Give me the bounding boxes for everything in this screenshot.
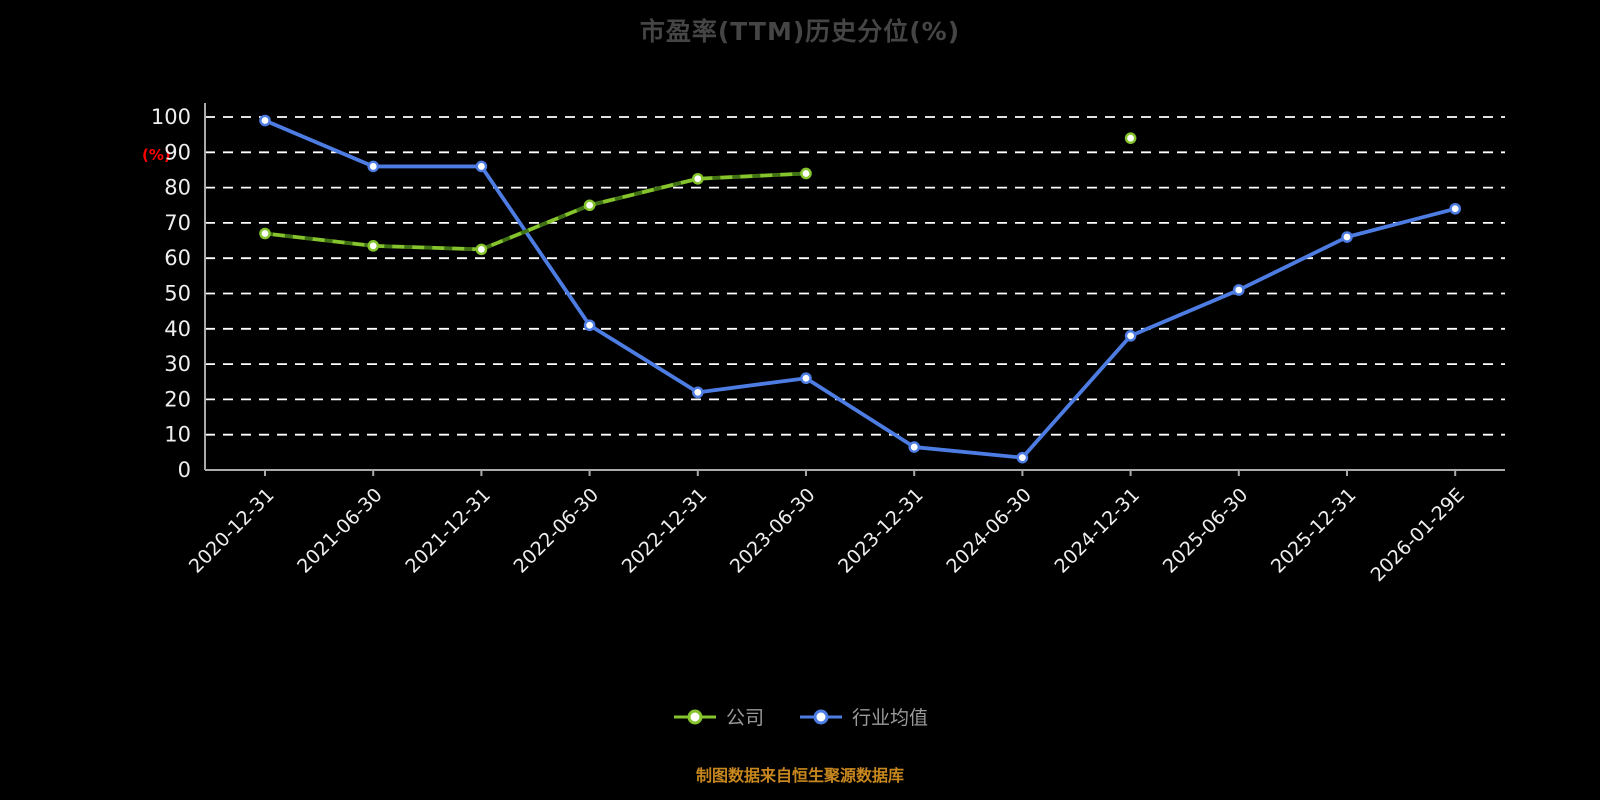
y-tick-label: 10 [164,423,191,447]
x-tick-label: 2022-12-31 [618,484,712,578]
data-point-行业均值[interactable] [475,160,488,173]
x-tick-label: 2024-12-31 [1050,484,1144,578]
x-tick-label: 2021-06-30 [293,484,387,578]
x-tick-label: 2026-01-29E [1367,484,1469,586]
data-point-行业均值[interactable] [908,441,921,453]
y-tick-label: 90 [164,140,191,164]
y-tick-label: 50 [164,282,191,306]
line-chart: 0 10 20 30 40 50 60 70 80 90 100 2020-12-31 2021-06-… [151,103,1505,586]
y-tick-label: 100 [151,105,191,129]
data-point-行业均值[interactable] [692,386,704,399]
y-tick-label: 40 [164,317,191,341]
data-point-行业均值[interactable] [1233,284,1245,296]
company-series-marker-icon [673,709,716,724]
series-line-公司 [263,171,808,252]
data-point-公司[interactable] [259,227,271,240]
y-axis-unit-label: (%) [142,146,171,164]
series-line-行业均值 [263,118,1458,460]
legend: 公司 行业均值 [0,703,1600,730]
y-tick-label: 20 [164,387,191,411]
y-tick-label: 70 [164,211,191,235]
x-tick-label: 2021-12-31 [401,484,495,578]
series-line-dash-overlay [264,171,807,252]
data-point-行业均值[interactable] [259,114,271,127]
legend-label-company: 公司 [725,707,764,729]
y-tick-label: 80 [164,176,191,200]
y-tick-label: 0 [178,458,191,482]
x-tick-label: 2025-12-31 [1267,484,1361,578]
legend-label-industry: 行业均值 [852,707,929,729]
data-source-note: 制图数据来自恒生聚源数据库 [695,766,904,785]
x-tick-label: 2023-12-31 [834,484,928,578]
x-tick-label: 2020-12-31 [185,484,279,578]
data-point-公司[interactable] [1124,132,1137,144]
data-point-行业均值[interactable] [1449,202,1461,215]
data-point-行业均值[interactable] [583,319,596,332]
data-point-公司[interactable] [692,172,704,185]
x-tick-label: 2023-06-30 [726,484,820,578]
y-tick-label: 30 [164,352,191,376]
x-tick-label: 2022-06-30 [509,484,603,578]
y-tick-label: 60 [164,246,191,270]
data-point-公司[interactable] [800,167,812,180]
industry-series-marker-icon [800,709,842,724]
data-point-行业均值[interactable] [1016,451,1029,464]
legend-item-industry[interactable]: 行业均值 [798,703,928,730]
data-point-行业均值[interactable] [1341,231,1353,243]
data-point-公司[interactable] [583,199,596,212]
data-point-公司[interactable] [367,240,380,252]
data-point-行业均值[interactable] [367,160,380,173]
data-point-公司[interactable] [475,243,488,256]
x-tick-label: 2025-06-30 [1159,484,1253,578]
data-point-行业均值[interactable] [800,372,812,385]
data-point-行业均值[interactable] [1124,330,1137,342]
legend-item-company[interactable]: 公司 [672,703,764,730]
x-tick-label: 2024-06-30 [942,484,1036,578]
chart-title: 市盈率(TTM)历史分位(%) [639,17,961,46]
